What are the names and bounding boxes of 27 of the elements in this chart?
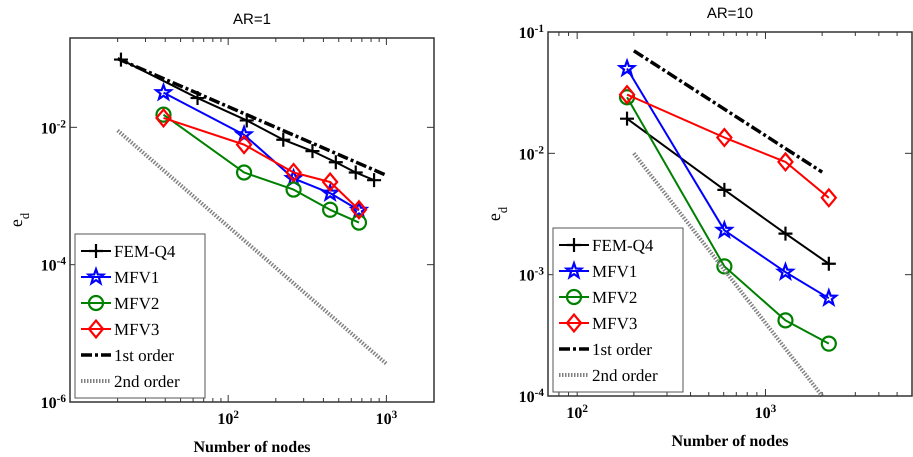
legend-label: 1st order <box>592 340 652 359</box>
chart-title: AR=10 <box>706 5 754 22</box>
y-tick-label: 10$^{-2}$ <box>40 118 66 138</box>
legend-label: MFV3 <box>592 314 638 333</box>
legend-label: MFV2 <box>114 294 160 313</box>
x-axis-title: Number of nodes <box>193 439 311 456</box>
y-tick-label: 10$^{-3}$ <box>518 266 544 285</box>
legend-label: 2nd order <box>592 366 658 385</box>
legend-label: 1st order <box>114 346 174 365</box>
legend-label: MFV2 <box>592 288 638 307</box>
legend-label: 2nd order <box>114 372 180 391</box>
legend-label: MFV1 <box>114 268 160 287</box>
x-tick-label: 10$^{2}$ <box>566 403 588 422</box>
y-tick-label: 10$^{-4}$ <box>518 387 544 406</box>
legend-label: FEM-Q4 <box>592 236 654 255</box>
legend-label: MFV1 <box>592 262 638 281</box>
x-tick-label: 10$^{2}$ <box>217 409 240 428</box>
y-tick-label: 10$^{-1}$ <box>518 23 544 42</box>
chart-title: AR=1 <box>233 11 271 28</box>
y-tick-label: 10$^{-6}$ <box>40 393 66 412</box>
x-tick-label: 10$^{3}$ <box>376 409 398 428</box>
x-tick-label: 10$^{3}$ <box>754 403 777 422</box>
legend-label: MFV3 <box>114 320 160 339</box>
x-axis-title: Number of nodes <box>671 433 789 450</box>
legend-label: FEM-Q4 <box>114 242 176 261</box>
y-tick-label: 10$^{-2}$ <box>518 144 544 164</box>
y-tick-label: 10$^{-4}$ <box>40 256 66 275</box>
